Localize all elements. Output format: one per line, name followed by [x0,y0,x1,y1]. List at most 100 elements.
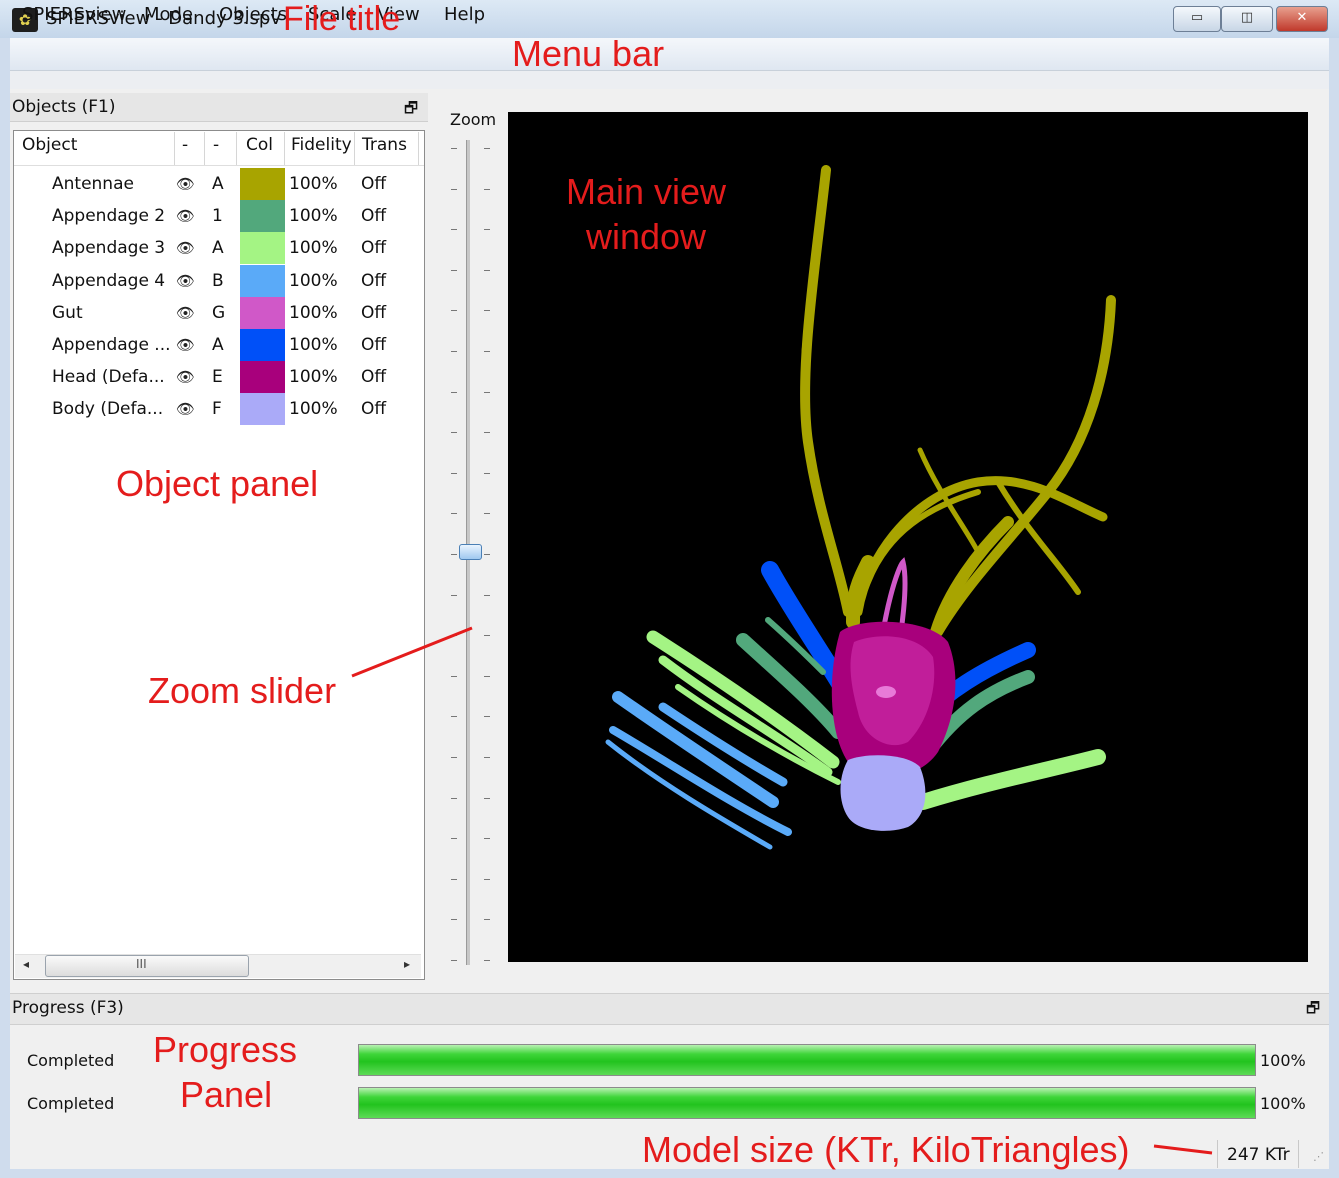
column-header-key[interactable]: - [213,135,220,155]
menu-mode[interactable]: Mode [144,4,194,25]
menu-bar [10,38,1329,71]
object-fidelity[interactable]: 100% [289,270,338,291]
object-name[interactable]: Head (Defa... [52,367,165,388]
progress-panel-float-button[interactable]: 🗗 [1306,999,1321,1017]
objects-panel-title: Objects (F1) [12,97,116,117]
annotation-file-title: File title [283,0,401,38]
annotation-object-panel: Object panel [116,463,319,504]
color-swatch[interactable] [240,264,285,297]
objects-panel-header [10,93,428,122]
eye-icon[interactable]: 👁 [176,175,196,193]
zoom-tick [484,513,490,514]
column-header-col[interactable]: Col [246,135,273,155]
color-swatch[interactable] [240,168,285,200]
object-key: A [212,174,224,194]
zoom-tick [484,189,490,190]
color-swatch[interactable] [240,393,285,426]
main-3d-view[interactable] [508,112,1308,962]
object-trans[interactable]: Off [361,206,387,227]
eye-icon[interactable]: 👁 [176,336,196,354]
zoom-tick [451,229,457,230]
menu-spiersview[interactable]: SPIERSview [22,4,127,25]
object-trans[interactable]: Off [361,335,387,355]
object-name[interactable]: Appendage 3 [52,238,166,259]
objects-panel-float-button[interactable]: 🗗 [404,99,419,117]
zoom-tick [484,757,490,758]
column-header-trans[interactable]: Trans [362,135,407,155]
color-swatch[interactable] [240,200,285,233]
model-size-readout: 247 KTr [1227,1145,1290,1165]
object-key: G [212,302,226,323]
zoom-slider-handle[interactable] [459,544,482,560]
scrollbar-thumb[interactable] [45,955,249,977]
object-trans[interactable]: Off [361,270,387,291]
object-name[interactable]: Appendage 2 [52,206,166,227]
progress-panel-header [10,993,1329,1025]
object-key: F [212,399,222,420]
object-name[interactable]: Appendage 4 [52,270,166,291]
object-key: E [212,367,223,388]
zoom-tick [484,554,490,555]
object-trans[interactable]: Off [361,302,387,323]
object-name[interactable]: Gut [52,302,83,323]
color-swatch[interactable] [240,232,285,265]
minimize-button[interactable]: ▭ [1173,6,1221,32]
object-fidelity[interactable]: 100% [289,335,338,355]
object-name[interactable]: Appendage ... [52,335,171,355]
column-header-object[interactable]: Object [22,135,78,155]
object-fidelity[interactable]: 100% [289,174,338,194]
eye-icon[interactable]: 👁 [176,368,196,387]
eye-icon[interactable]: 👁 [176,271,196,290]
color-swatch[interactable] [240,329,285,361]
column-header-visibility[interactable]: - [182,135,189,155]
zoom-tick [484,838,490,839]
zoom-tick [484,310,490,311]
eye-icon[interactable]: 👁 [176,400,196,419]
zoom-tick [484,879,490,880]
objects-table[interactable] [13,130,425,980]
zoom-tick [451,716,457,717]
object-fidelity[interactable]: 100% [289,206,338,227]
zoom-tick [484,473,490,474]
object-fidelity[interactable]: 100% [289,238,338,259]
menu-view[interactable]: View [377,4,420,25]
zoom-tick [484,960,490,961]
object-fidelity[interactable]: 100% [289,367,338,388]
object-name[interactable]: Antennae [52,174,134,194]
menu-scale[interactable]: Scale [308,4,357,25]
progress-percent: 100% [1260,1051,1306,1070]
object-fidelity[interactable]: 100% [289,399,338,420]
header-divider [284,132,285,166]
object-fidelity[interactable]: 100% [289,302,338,323]
color-swatch[interactable] [240,361,285,394]
menu-objects[interactable]: Objects [219,4,288,25]
column-header-fidelity[interactable]: Fidelity [291,135,351,155]
scroll-right-arrow-icon[interactable]: ▸ [404,957,411,971]
object-trans[interactable]: Off [361,367,387,388]
zoom-tick [484,716,490,717]
object-trans[interactable]: Off [361,399,387,420]
eye-icon[interactable]: 👁 [176,207,196,226]
scroll-left-arrow-icon[interactable]: ◂ [23,957,30,971]
eye-icon[interactable]: 👁 [176,303,196,322]
zoom-tick [451,310,457,311]
eye-icon[interactable]: 👁 [176,239,196,258]
object-trans[interactable]: Off [361,238,387,259]
specimen-model [605,165,1116,850]
maximize-button[interactable]: ◫ [1221,6,1273,32]
close-button[interactable]: ✕ [1276,6,1328,32]
menu-help[interactable]: Help [444,4,486,25]
zoom-tick [451,392,457,393]
zoom-tick [451,757,457,758]
resize-grip-icon[interactable]: ⋰ [1313,1150,1324,1163]
color-swatch[interactable] [240,296,285,329]
object-name[interactable]: Body (Defa... [52,399,164,420]
object-trans[interactable]: Off [361,174,387,194]
annotation-zoom-slider: Zoom slider [148,670,337,711]
title-bar [0,0,1339,38]
annotation-model-size: Model size (KTr, KiloTriangles) [642,1129,1130,1170]
zoom-tick [451,960,457,961]
object-key: B [212,270,224,291]
object-key: A [212,238,224,259]
progress-bar [358,1087,1256,1119]
